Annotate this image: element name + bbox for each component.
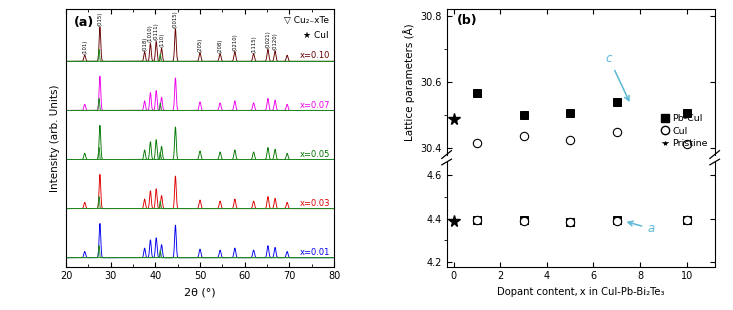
- Text: (0021): (0021): [265, 30, 270, 48]
- Text: (101): (101): [82, 40, 87, 54]
- Text: ▽ Cu₂₋xTe: ▽ Cu₂₋xTe: [284, 16, 328, 25]
- Text: $a$: $a$: [628, 221, 655, 235]
- Text: x=0.10: x=0.10: [300, 51, 331, 60]
- Text: x=0.05: x=0.05: [300, 150, 331, 159]
- Text: (0015): (0015): [173, 10, 178, 28]
- Text: (a): (a): [74, 16, 95, 29]
- Text: x=0.01: x=0.01: [300, 248, 331, 257]
- Text: (208): (208): [218, 38, 223, 53]
- X-axis label: 2θ (°): 2θ (°): [184, 287, 216, 297]
- Text: x=0.03: x=0.03: [300, 199, 331, 208]
- Text: (b): (b): [457, 14, 478, 27]
- Text: (015): (015): [97, 11, 103, 26]
- Text: x=0.07: x=0.07: [300, 100, 331, 109]
- Text: (018): (018): [142, 36, 147, 51]
- Text: (0120): (0120): [273, 32, 278, 50]
- Legend: Pb-CuI, CuI, Pristine: Pb-CuI, CuI, Pristine: [660, 113, 710, 150]
- Text: ★ CuI: ★ CuI: [303, 31, 328, 40]
- Text: (0111): (0111): [154, 23, 159, 40]
- Y-axis label: Lattice parameters (Å): Lattice parameters (Å): [403, 23, 415, 141]
- Text: (110): (110): [159, 33, 164, 47]
- Text: (1010): (1010): [148, 24, 153, 42]
- Y-axis label: Intensity (arb. Units): Intensity (arb. Units): [51, 84, 60, 192]
- X-axis label: Dopant content, x in CuI-Pb-Bi₂Te₃: Dopant content, x in CuI-Pb-Bi₂Te₃: [497, 287, 664, 297]
- Text: $c$: $c$: [605, 52, 629, 101]
- Text: (1115): (1115): [251, 35, 256, 53]
- Text: (205): (205): [197, 37, 202, 51]
- Text: (0210): (0210): [232, 33, 237, 51]
